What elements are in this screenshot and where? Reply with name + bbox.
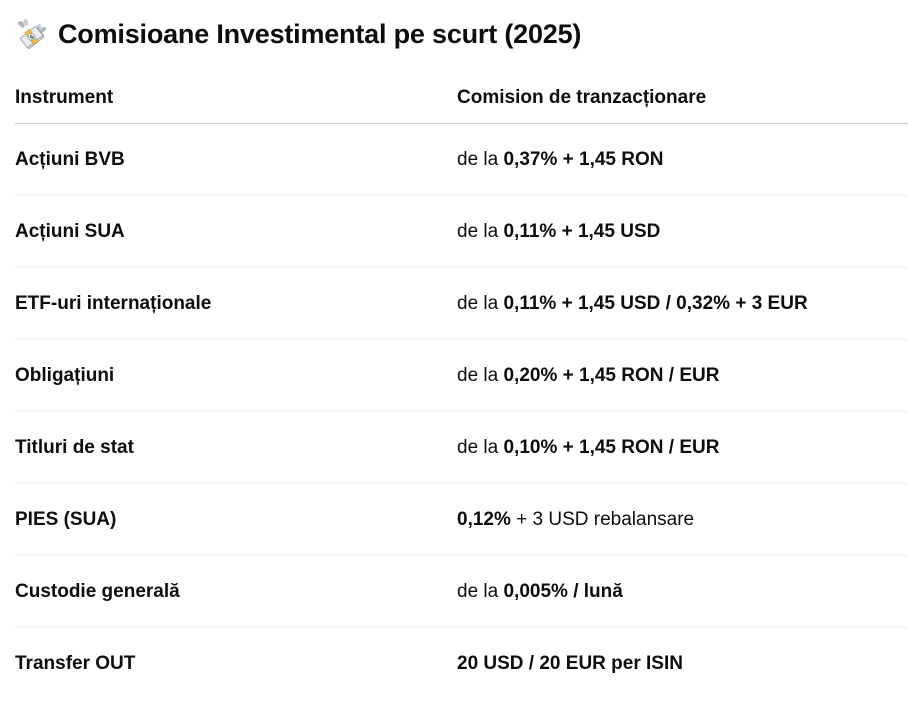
commission-prefix: de la bbox=[457, 437, 504, 458]
instrument-label: Acțiuni SUA bbox=[15, 195, 457, 268]
commission-prefix: de la bbox=[457, 221, 504, 242]
commission-value: de la 0,11% + 1,45 USD / 0,32% + 3 EUR bbox=[457, 267, 908, 340]
money-with-wings-icon: $ bbox=[17, 18, 47, 49]
page-title-text: Comisioane Investimental pe scurt (2025) bbox=[58, 19, 582, 49]
table-row: Acțiuni BVB de la 0,37% + 1,45 RON bbox=[15, 123, 908, 196]
commission-bold: 20 USD / 20 EUR per ISIN bbox=[457, 653, 683, 674]
commission-value: 0,12% + 3 USD rebalansare bbox=[457, 483, 908, 556]
instrument-label: Titluri de stat bbox=[15, 411, 457, 484]
table-row: Titluri de stat de la 0,10% + 1,45 RON /… bbox=[15, 411, 908, 484]
commission-bold: 0,11% + 1,45 USD / 0,32% + 3 EUR bbox=[503, 293, 808, 314]
table-row: ETF-uri internaționale de la 0,11% + 1,4… bbox=[15, 267, 908, 340]
commission-prefix: de la bbox=[457, 149, 504, 170]
instrument-label: PIES (SUA) bbox=[15, 483, 457, 556]
table-header-row: Instrument Comision de tranzacționare bbox=[15, 86, 908, 124]
instrument-label: ETF-uri internaționale bbox=[15, 267, 457, 340]
page-title: $ Comisioane Investimental pe scurt (202… bbox=[15, 16, 908, 52]
commission-bold: 0,20% + 1,45 RON / EUR bbox=[503, 365, 720, 386]
commission-value: de la 0,10% + 1,45 RON / EUR bbox=[457, 411, 908, 484]
commission-bold: 0,11% + 1,45 USD bbox=[503, 221, 661, 242]
instrument-label: Acțiuni BVB bbox=[15, 123, 457, 196]
table-row: Acțiuni SUA de la 0,11% + 1,45 USD bbox=[15, 195, 908, 268]
svg-text:$: $ bbox=[28, 32, 37, 41]
instrument-label: Obligațiuni bbox=[15, 339, 457, 412]
commission-bold: 0,10% + 1,45 RON / EUR bbox=[503, 437, 720, 458]
commission-value: de la 0,005% / lună bbox=[457, 555, 908, 628]
commission-value: 20 USD / 20 EUR per ISIN bbox=[457, 628, 908, 700]
commission-prefix: de la bbox=[457, 365, 504, 386]
column-header-instrument: Instrument bbox=[15, 86, 457, 124]
fees-table: Instrument Comision de tranzacționare Ac… bbox=[15, 86, 908, 699]
instrument-label: Transfer OUT bbox=[15, 653, 136, 674]
commission-bold: 0,12% bbox=[457, 509, 511, 530]
commission-value: de la 0,37% + 1,45 RON bbox=[457, 123, 908, 196]
commission-bold: 0,37% + 1,45 RON bbox=[503, 149, 664, 170]
commission-bold: 0,005% / lună bbox=[503, 581, 623, 602]
commission-suffix: + 3 USD rebalansare bbox=[510, 509, 695, 530]
table-row: Transfer OUT 20 USD / 20 EUR per ISIN bbox=[15, 628, 908, 700]
commission-value: de la 0,20% + 1,45 RON / EUR bbox=[457, 339, 908, 412]
commission-value: de la 0,11% + 1,45 USD bbox=[457, 195, 908, 268]
commission-prefix: de la bbox=[457, 581, 504, 602]
table-row: Custodie generală de la 0,005% / lună bbox=[15, 555, 908, 628]
column-header-commission: Comision de tranzacționare bbox=[457, 86, 908, 124]
table-row: Obligațiuni de la 0,20% + 1,45 RON / EUR bbox=[15, 339, 908, 412]
instrument-label: Custodie generală bbox=[15, 555, 457, 628]
table-row: PIES (SUA) 0,12% + 3 USD rebalansare bbox=[15, 483, 908, 556]
commission-prefix: de la bbox=[457, 293, 504, 314]
